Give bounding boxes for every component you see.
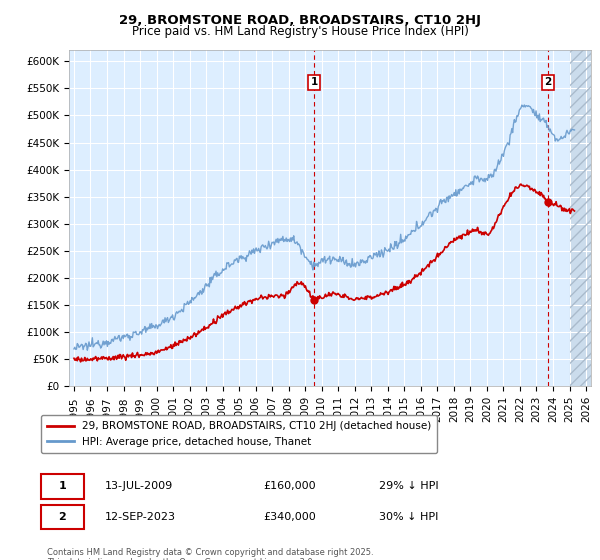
Bar [569, 50, 591, 386]
Text: £160,000: £160,000 [263, 482, 316, 492]
Text: 29, BROMSTONE ROAD, BROADSTAIRS, CT10 2HJ: 29, BROMSTONE ROAD, BROADSTAIRS, CT10 2H… [119, 14, 481, 27]
FancyBboxPatch shape [41, 505, 83, 529]
Text: 12-SEP-2023: 12-SEP-2023 [104, 512, 176, 522]
Text: Contains HM Land Registry data © Crown copyright and database right 2025.
This d: Contains HM Land Registry data © Crown c… [47, 548, 373, 560]
Text: 30% ↓ HPI: 30% ↓ HPI [379, 512, 439, 522]
Text: 2: 2 [59, 512, 66, 522]
Text: 13-JUL-2009: 13-JUL-2009 [104, 482, 173, 492]
Bar [569, 50, 591, 386]
Text: £340,000: £340,000 [263, 512, 316, 522]
Legend: 29, BROMSTONE ROAD, BROADSTAIRS, CT10 2HJ (detached house), HPI: Average price, : 29, BROMSTONE ROAD, BROADSTAIRS, CT10 2H… [41, 415, 437, 453]
Text: 1: 1 [310, 77, 317, 87]
Text: 2: 2 [545, 77, 552, 87]
Text: 1: 1 [59, 482, 66, 492]
Text: Price paid vs. HM Land Registry's House Price Index (HPI): Price paid vs. HM Land Registry's House … [131, 25, 469, 38]
FancyBboxPatch shape [41, 474, 83, 498]
Text: 29% ↓ HPI: 29% ↓ HPI [379, 482, 439, 492]
